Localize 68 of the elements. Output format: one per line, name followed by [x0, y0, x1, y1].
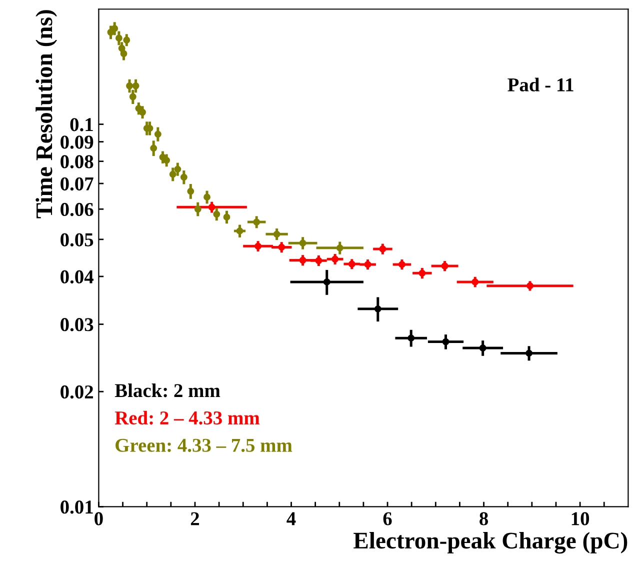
y-tick-label: 0.02 — [60, 385, 94, 399]
point — [180, 174, 188, 181]
y-tick-label: 0.03 — [60, 318, 94, 332]
y-tick-label: 0.08 — [60, 155, 94, 168]
point — [174, 166, 182, 173]
point — [135, 104, 142, 112]
point — [126, 82, 133, 90]
point — [118, 44, 126, 52]
text: Black: 2 mm — [114, 383, 220, 398]
y-tick-label: 0.09 — [60, 136, 94, 149]
point — [441, 262, 448, 270]
x-tick-label: 10 — [572, 512, 590, 526]
y-axis-title: Time Resolution (ns) — [36, 10, 58, 218]
point — [418, 270, 426, 277]
point — [154, 130, 162, 138]
point — [129, 93, 136, 100]
point — [299, 240, 306, 247]
text: Red: 2 – 4.33 mm — [114, 410, 260, 425]
point — [223, 214, 230, 221]
point — [336, 244, 344, 252]
point — [398, 260, 406, 268]
y-tick-label: 0.05 — [60, 233, 94, 246]
point — [253, 218, 260, 226]
point — [273, 230, 280, 238]
point — [379, 245, 386, 252]
point — [150, 144, 158, 152]
point — [187, 188, 194, 195]
point — [332, 256, 339, 263]
x-tick-label: 8 — [480, 512, 488, 526]
annotation: Pad - 11 — [508, 78, 574, 92]
point — [526, 350, 532, 357]
point — [315, 257, 322, 264]
point — [139, 108, 146, 116]
point — [254, 242, 262, 250]
point — [408, 334, 415, 342]
y-tick-label: 0.1 — [70, 118, 93, 132]
point — [169, 170, 176, 178]
y-tick-label: 0.04 — [60, 270, 94, 284]
point — [111, 25, 118, 32]
point — [115, 34, 122, 42]
y-tick-label: 0.06 — [60, 202, 94, 216]
point — [213, 210, 220, 218]
point — [323, 278, 330, 286]
y-tick-label: 0.07 — [60, 177, 94, 191]
point — [479, 344, 486, 352]
point — [442, 338, 450, 346]
point — [374, 305, 382, 312]
point — [120, 50, 128, 58]
point — [123, 36, 130, 44]
x-axis-title: Electron-peak Charge (pC) — [354, 532, 628, 554]
point — [236, 228, 244, 234]
point — [132, 82, 140, 90]
point — [278, 244, 286, 251]
text: Green: 4.33 – 7.5 mm — [116, 438, 292, 452]
x-tick-label: 6 — [383, 512, 392, 526]
point — [348, 260, 356, 268]
point — [204, 194, 210, 201]
x-tick-label: 4 — [286, 512, 296, 526]
x-tick-label: 2 — [190, 512, 200, 526]
y-tick-label: 0.01 — [60, 500, 93, 514]
point — [299, 256, 306, 264]
point — [107, 28, 114, 36]
x-tick-label: 0 — [94, 512, 103, 526]
point — [194, 206, 202, 213]
point — [208, 204, 216, 211]
point — [364, 260, 372, 268]
point — [163, 156, 170, 164]
point — [472, 278, 479, 286]
